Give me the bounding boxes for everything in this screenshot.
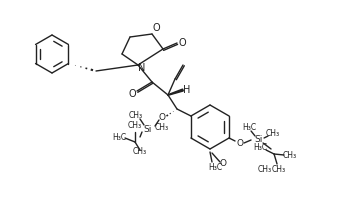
Text: CH₃: CH₃	[133, 148, 147, 156]
Text: H₃C: H₃C	[242, 123, 256, 133]
Text: O: O	[128, 89, 136, 99]
Text: CH₃: CH₃	[129, 112, 143, 120]
Text: O: O	[220, 159, 227, 168]
Text: O: O	[178, 38, 186, 48]
Text: CH₃: CH₃	[283, 151, 297, 161]
Text: H: H	[183, 85, 191, 95]
Text: O: O	[159, 113, 166, 123]
Text: CH₃: CH₃	[272, 164, 286, 174]
Text: Si: Si	[144, 125, 152, 133]
Text: Si: Si	[255, 135, 263, 145]
Polygon shape	[168, 89, 183, 95]
Text: CH₃: CH₃	[128, 122, 142, 130]
Text: O: O	[152, 23, 160, 33]
Text: CH₃: CH₃	[258, 164, 272, 174]
Text: O: O	[237, 140, 244, 148]
Text: CH₃: CH₃	[155, 123, 169, 132]
Text: N: N	[138, 63, 146, 73]
Text: CH₃: CH₃	[266, 130, 280, 138]
Text: H₃C: H₃C	[208, 163, 222, 171]
Text: H₃C: H₃C	[253, 143, 267, 153]
Text: H₃C: H₃C	[112, 133, 126, 141]
